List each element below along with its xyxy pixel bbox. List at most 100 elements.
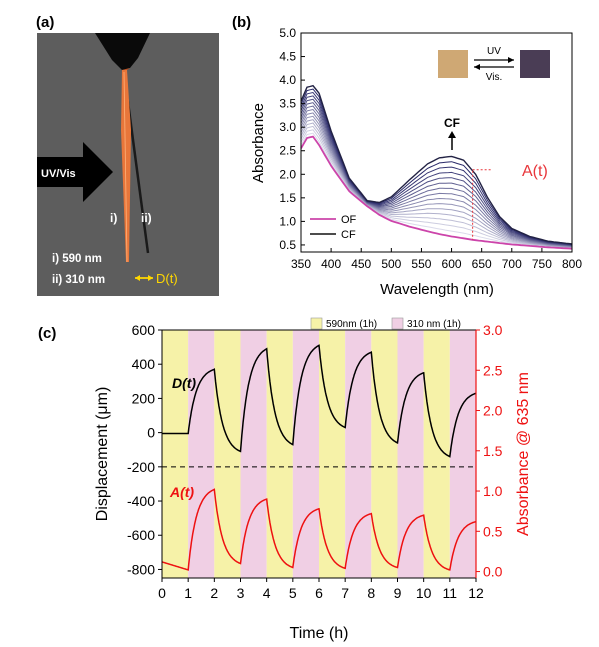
time-y-tick-label-right: 3.0 [483, 322, 503, 338]
spectra-y-axis-label: Absorbance [250, 103, 267, 183]
intermediate-spectrum [300, 119, 573, 248]
band-590nm [266, 330, 293, 578]
time-y-tick-label-left: 400 [132, 356, 156, 372]
of-color-swatch [438, 50, 468, 78]
time-x-tick-label: 9 [394, 585, 402, 601]
spectra-y-tick-label: 0.5 [279, 238, 296, 252]
dt-arrow-right-head [148, 275, 153, 281]
time-y-tick-label-left: -600 [127, 527, 155, 543]
time-x-tick-label: 2 [210, 585, 218, 601]
panel-c-time-trace: (c) 0 1 2 3 4 5 6 7 8 9 10 11 126004002000-200-400-6… [38, 317, 532, 642]
spectra-x-tick-label: 750 [532, 257, 552, 271]
spectra-x-tick-label: 450 [351, 257, 371, 271]
spectra-y-tick-label: 2.0 [279, 167, 296, 181]
intermediate-spectrum [300, 129, 573, 249]
spectra-x-axis-label: Wavelength (nm) [380, 281, 494, 298]
spectra-x-tick-label: 400 [321, 257, 341, 271]
band-590nm [319, 330, 346, 578]
time-y-tick-label-left: -400 [127, 493, 155, 509]
spectra-y-tick-label: 2.5 [279, 144, 296, 158]
fiber-i-highlight [123, 71, 128, 263]
spectra-x-tick-label: 700 [502, 257, 522, 271]
intermediate-spectrum [300, 122, 573, 248]
spectra-x-tick-label: 500 [381, 257, 401, 271]
spectra-legend-label: CF [341, 229, 356, 241]
spectra-y-tick-label: 4.0 [279, 73, 296, 87]
spectra-y-tick-label: 3.0 [279, 120, 296, 134]
time-y-tick-label-left: 200 [132, 390, 156, 406]
wavelength-line-1: i) 590 nm [52, 253, 102, 265]
vis-arrow-head [474, 64, 480, 70]
vis-inset-label: Vis. [486, 72, 503, 83]
cf-color-swatch [520, 50, 550, 78]
spectra-plot-frame [300, 32, 573, 253]
spectra-x-tick-label: 350 [291, 257, 311, 271]
cf-peak-label: CF [444, 116, 460, 130]
panel-label-a: (a) [36, 14, 54, 31]
fiber-i [121, 70, 131, 262]
time-x-tick-label: 12 [468, 585, 484, 601]
holder-shape [95, 33, 150, 70]
time-y-tick-label-right: 2.0 [483, 403, 503, 419]
time-y-tick-label-left: 0 [147, 425, 155, 441]
time-y-axis-label-right: Absorbance @ 635 nm [515, 372, 532, 536]
a-t-marker [472, 169, 491, 240]
panel-a-photo: (a) UV/Vis i) ii) i) 590 nm ii) 310 nm D… [36, 14, 219, 296]
time-y-tick-label-right: 2.5 [483, 362, 503, 378]
spectra-x-tick-label: 650 [472, 257, 492, 271]
time-legend-label: 590nm (1h) [326, 319, 377, 330]
series-displacement-line [162, 344, 477, 458]
time-legend-swatch [310, 317, 323, 330]
dt-arrow-left-head [135, 275, 140, 281]
uv-arrow-head [508, 57, 514, 63]
intermediate-spectrum [300, 125, 573, 249]
time-x-axis-label: Time (h) [290, 625, 349, 642]
spectra-y-tick-label: 4.5 [279, 50, 296, 64]
spectra-y-tick-label: 5.0 [279, 26, 296, 40]
time-y-tick-label-left: -200 [127, 459, 155, 475]
cf-spectrum-line [300, 84, 573, 245]
spectra-x-tick-label: 600 [442, 257, 462, 271]
time-y-tick-label-right: 1.0 [483, 483, 503, 499]
time-x-tick-label: 10 [416, 585, 432, 601]
d-t-series-label: D(t) [172, 375, 196, 391]
time-y-tick-label-right: 0.5 [483, 523, 503, 539]
of-spectrum-line [300, 135, 573, 250]
time-trace-curves [161, 344, 477, 571]
band-310nm [449, 330, 476, 578]
spectra-y-tick-label: 1.0 [279, 214, 296, 228]
uv-inset-label: UV [487, 46, 501, 57]
time-x-tick-label: 0 [158, 585, 166, 601]
time-y-tick-label-right: 1.5 [483, 443, 503, 459]
time-legend-label: 310 nm (1h) [407, 319, 461, 330]
time-axes: 0 1 2 3 4 5 6 7 8 9 10 11 126004002000-200-400-600-8… [127, 322, 503, 601]
band-310nm [292, 330, 319, 578]
band-590nm [162, 330, 189, 578]
series-absorbance-line [161, 488, 477, 571]
spectra-x-tick-label: 800 [562, 257, 582, 271]
time-y-tick-label-right: 0.0 [483, 564, 503, 580]
time-x-tick-label: 7 [341, 585, 349, 601]
fiber-i-label: i) [110, 211, 117, 225]
panel-label-c: (c) [38, 325, 56, 342]
time-y-tick-label-left: -800 [127, 561, 155, 577]
wavelength-line-2: ii) 310 nm [52, 274, 105, 286]
time-x-tick-label: 1 [184, 585, 192, 601]
a-t-series-label: A(t) [169, 484, 194, 500]
spectra-curves [300, 84, 573, 250]
spectra-legend-label: OF [341, 214, 357, 226]
time-x-tick-label: 11 [443, 585, 458, 601]
spectra-x-tick-label: 550 [411, 257, 431, 271]
band-590nm [214, 330, 241, 578]
a-t-label: A(t) [522, 163, 548, 180]
band-590nm [371, 330, 398, 578]
panel-b-spectra: (b) 350 400 450 500 550 600 650 700 750 800 0.5 1.0… [232, 14, 582, 298]
time-y-axis-label-left: Displacement (μm) [94, 387, 111, 522]
uv-vis-label: UV/Vis [41, 168, 76, 180]
time-x-tick-label: 8 [367, 585, 375, 601]
time-x-tick-label: 4 [263, 585, 271, 601]
spectra-y-tick-label: 3.5 [279, 97, 296, 111]
dt-label: D(t) [156, 271, 178, 286]
band-310nm [345, 330, 372, 578]
